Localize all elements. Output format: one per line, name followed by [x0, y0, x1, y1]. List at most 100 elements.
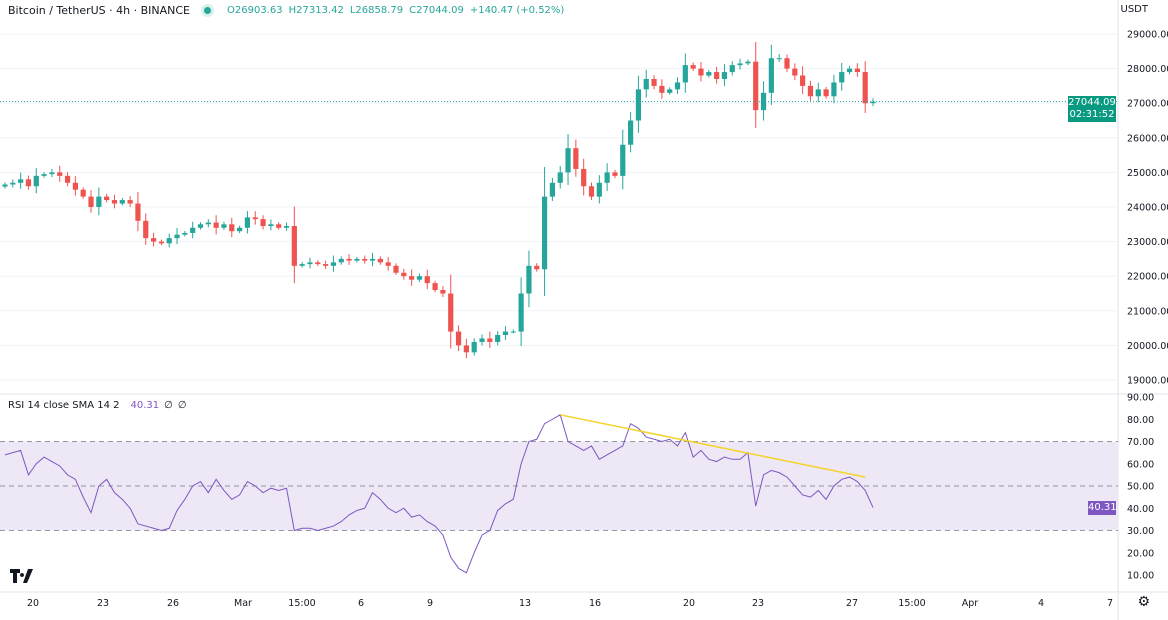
- candle-body: [745, 61, 751, 64]
- candle-body: [588, 186, 595, 197]
- candle-body: [393, 265, 399, 273]
- candle-body: [315, 262, 321, 265]
- candle-body: [628, 120, 634, 145]
- candle-body: [338, 258, 344, 263]
- rsi-label[interactable]: RSI 14 close SMA 14 2: [8, 400, 120, 411]
- candle-body: [831, 82, 837, 97]
- time-tick-label: 6: [358, 598, 364, 609]
- candle-body: [455, 331, 462, 346]
- candle-body: [205, 222, 211, 225]
- candle-body: [416, 276, 423, 280]
- candle-body: [182, 232, 188, 235]
- candle-body: [244, 217, 251, 228]
- time-tick-label: 16: [589, 598, 601, 609]
- time-tick-label: 20: [683, 598, 695, 609]
- candle-body: [143, 220, 149, 239]
- rsi-trendline: [560, 414, 866, 478]
- currency-label[interactable]: USDT: [1120, 4, 1148, 15]
- candle-body: [581, 168, 587, 187]
- candle-body: [111, 200, 118, 204]
- candle-body: [88, 196, 94, 207]
- symbol-legend: Bitcoin / TetherUS · 4h · BINANCE O26903…: [8, 4, 564, 17]
- rsi-value-tag: 40.31: [1088, 501, 1117, 515]
- ohlc-change: +140.47 (+0.52%): [469, 5, 565, 16]
- price-tick-label: 27000.00: [1127, 99, 1168, 110]
- candle-body: [541, 196, 548, 270]
- candle-body: [659, 85, 665, 93]
- candle-body: [721, 72, 728, 79]
- candle-body: [158, 241, 164, 244]
- ohlc-open: O26903.63: [227, 5, 283, 16]
- gear-icon[interactable]: ⚙: [1137, 594, 1150, 610]
- candle-body: [432, 283, 438, 291]
- rsi-tick-label: 50.00: [1127, 482, 1154, 493]
- candle-body: [620, 144, 626, 176]
- time-tick-label: 9: [427, 598, 433, 609]
- candle-body: [33, 175, 39, 187]
- candle-body: [385, 262, 391, 266]
- candle-body: [479, 338, 485, 342]
- time-tick-label: 23: [97, 598, 109, 609]
- rsi-extra-2: ∅: [177, 400, 187, 411]
- candle-body: [604, 172, 610, 183]
- candle-body: [854, 68, 860, 73]
- candle-body: [190, 227, 196, 233]
- candle-body: [674, 82, 681, 90]
- candle-body: [502, 331, 509, 336]
- candle-body: [57, 172, 63, 176]
- price-tick-label: 26000.00: [1127, 133, 1168, 144]
- price-tick-label: 19000.00: [1127, 376, 1168, 387]
- candle-body: [166, 238, 172, 244]
- time-tick-label: 23: [752, 598, 764, 609]
- candle-body: [41, 174, 47, 176]
- time-tick-label: 15:00: [898, 598, 925, 609]
- time-tick-label: 26: [167, 598, 179, 609]
- price-tick-label: 23000.00: [1127, 237, 1168, 248]
- candle-body: [346, 258, 352, 261]
- candle-body: [463, 345, 469, 353]
- candle-body: [565, 148, 571, 173]
- candle-body: [424, 276, 430, 284]
- candle-body: [815, 89, 821, 97]
- tradingview-logo[interactable]: [10, 569, 36, 587]
- ohlc-close: C27044.09: [409, 5, 464, 16]
- candle-body: [104, 196, 110, 201]
- candle-body: [807, 85, 814, 97]
- candle-body: [276, 224, 282, 228]
- candle-body: [323, 264, 329, 266]
- time-tick-label: 7: [1107, 598, 1113, 609]
- candle-body: [682, 65, 688, 83]
- candle-body: [409, 276, 415, 280]
- candle-body: [698, 68, 704, 76]
- rsi-tick-label: 30.00: [1127, 526, 1154, 537]
- candle-body: [487, 338, 493, 342]
- candle-body: [401, 272, 407, 277]
- candle-body: [784, 58, 790, 69]
- time-tick-label: 27: [846, 598, 858, 609]
- ohlc-high: H27313.42: [288, 5, 344, 16]
- candle-body: [127, 200, 133, 204]
- candle-body: [260, 219, 266, 227]
- time-tick-label: 13: [519, 598, 531, 609]
- price-tick-label: 24000.00: [1127, 203, 1168, 214]
- candle-body: [823, 89, 829, 97]
- candle-body: [330, 262, 337, 266]
- rsi-legend: RSI 14 close SMA 14 2 40.31 ∅ ∅: [8, 400, 187, 411]
- rsi-value: 40.31: [130, 400, 160, 411]
- market-status-icon: [204, 7, 211, 14]
- candle-body: [221, 224, 227, 228]
- rsi-tick-label: 60.00: [1127, 459, 1154, 470]
- candle-body: [213, 222, 219, 228]
- rsi-extra-1: ∅: [164, 400, 173, 411]
- symbol-title[interactable]: Bitcoin / TetherUS · 4h · BINANCE: [8, 4, 190, 17]
- rsi-tick-label: 70.00: [1127, 437, 1154, 448]
- candle-body: [510, 331, 516, 333]
- candle-body: [534, 265, 540, 270]
- last-price: 27044.09: [1068, 97, 1116, 108]
- candle-body: [596, 182, 602, 197]
- rsi-tick-label: 90.00: [1127, 393, 1154, 404]
- candle-body: [573, 148, 579, 169]
- candle-body: [25, 179, 32, 187]
- candle-body: [776, 58, 782, 60]
